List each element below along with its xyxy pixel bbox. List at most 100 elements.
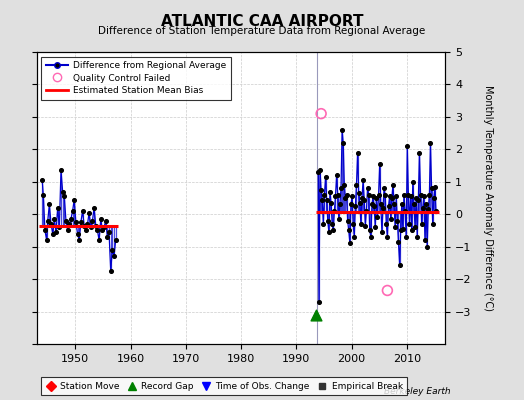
Point bbox=[376, 161, 384, 167]
Point bbox=[328, 221, 336, 227]
Point bbox=[402, 234, 410, 240]
Point bbox=[367, 234, 375, 240]
Legend: Station Move, Record Gap, Time of Obs. Change, Empirical Break: Station Move, Record Gap, Time of Obs. C… bbox=[41, 378, 407, 396]
Point bbox=[357, 221, 365, 227]
Point bbox=[408, 227, 416, 234]
Point bbox=[403, 143, 411, 149]
Point bbox=[358, 195, 366, 201]
Point bbox=[364, 192, 373, 198]
Point bbox=[372, 195, 380, 201]
Point bbox=[409, 178, 417, 185]
Point bbox=[38, 177, 47, 183]
Point bbox=[347, 201, 355, 208]
Point bbox=[379, 204, 387, 211]
Point bbox=[383, 287, 391, 294]
Point bbox=[319, 221, 328, 227]
Point bbox=[316, 167, 324, 174]
Point bbox=[412, 195, 420, 201]
Point bbox=[42, 237, 51, 243]
Point bbox=[70, 196, 79, 203]
Point bbox=[317, 187, 325, 193]
Point bbox=[90, 204, 99, 211]
Point bbox=[369, 193, 377, 200]
Point bbox=[338, 127, 346, 133]
Point bbox=[374, 192, 383, 198]
Point bbox=[39, 192, 48, 198]
Point bbox=[103, 234, 112, 240]
Point bbox=[95, 237, 103, 243]
Point bbox=[384, 203, 392, 209]
Point bbox=[345, 227, 353, 234]
Point bbox=[346, 240, 354, 247]
Point bbox=[65, 221, 73, 227]
Point bbox=[47, 221, 55, 227]
Point bbox=[396, 261, 404, 268]
Point bbox=[53, 204, 62, 211]
Point bbox=[96, 216, 105, 222]
Point bbox=[93, 227, 102, 234]
Point bbox=[102, 218, 110, 224]
Point bbox=[399, 226, 407, 232]
Point bbox=[331, 193, 340, 200]
Text: Difference of Station Temperature Data from Regional Average: Difference of Station Temperature Data f… bbox=[99, 26, 425, 36]
Point bbox=[60, 193, 69, 200]
Point bbox=[106, 268, 115, 274]
Point bbox=[404, 192, 412, 198]
Point bbox=[335, 216, 343, 222]
Point bbox=[49, 230, 57, 237]
Point bbox=[336, 201, 344, 208]
Point bbox=[43, 218, 52, 224]
Point bbox=[321, 174, 330, 180]
Text: ATLANTIC CAA AIRPORT: ATLANTIC CAA AIRPORT bbox=[161, 14, 363, 29]
Point bbox=[318, 196, 326, 203]
Point bbox=[420, 193, 428, 200]
Point bbox=[398, 201, 406, 208]
Point bbox=[317, 110, 325, 117]
Point bbox=[400, 192, 408, 198]
Point bbox=[423, 244, 431, 250]
Point bbox=[359, 177, 367, 183]
Point bbox=[348, 193, 356, 200]
Point bbox=[78, 208, 86, 214]
Point bbox=[355, 190, 363, 196]
Legend: Difference from Regional Average, Quality Control Failed, Estimated Station Mean: Difference from Regional Average, Qualit… bbox=[41, 56, 231, 100]
Point bbox=[88, 218, 96, 224]
Point bbox=[397, 227, 405, 234]
Point bbox=[62, 218, 70, 224]
Text: Berkeley Earth: Berkeley Earth bbox=[384, 387, 451, 396]
Point bbox=[77, 219, 85, 226]
Point bbox=[350, 234, 358, 240]
Point bbox=[337, 185, 345, 192]
Point bbox=[69, 208, 77, 214]
Point bbox=[394, 238, 402, 245]
Point bbox=[323, 218, 332, 224]
Point bbox=[342, 192, 351, 198]
Point bbox=[356, 200, 364, 206]
Point bbox=[361, 222, 369, 229]
Point bbox=[419, 204, 427, 211]
Point bbox=[382, 221, 390, 227]
Point bbox=[425, 192, 433, 198]
Point bbox=[378, 229, 386, 235]
Point bbox=[373, 214, 381, 221]
Point bbox=[75, 237, 83, 243]
Point bbox=[351, 203, 359, 209]
Point bbox=[327, 200, 335, 206]
Point bbox=[315, 299, 323, 305]
Point bbox=[380, 185, 388, 192]
Point bbox=[340, 182, 348, 188]
Point bbox=[366, 227, 374, 234]
Point bbox=[424, 206, 432, 212]
Point bbox=[432, 208, 440, 214]
Point bbox=[333, 192, 342, 198]
Point bbox=[388, 195, 396, 201]
Point bbox=[311, 312, 320, 318]
Point bbox=[407, 193, 415, 200]
Point bbox=[105, 229, 113, 235]
Point bbox=[428, 185, 436, 192]
Point bbox=[411, 224, 419, 230]
Point bbox=[363, 185, 372, 192]
Point bbox=[371, 224, 379, 230]
Point bbox=[427, 140, 435, 146]
Point bbox=[381, 192, 389, 198]
